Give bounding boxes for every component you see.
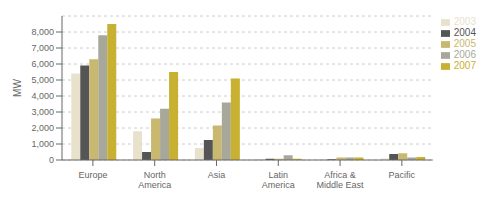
html-text:2005: 2005 [453, 38, 476, 49]
svg-text:8,000: 8,000 [31, 27, 54, 37]
html-text:2004: 2004 [453, 27, 476, 38]
svg-text:4,000: 4,000 [31, 91, 54, 101]
html-text:2003: 2003 [453, 16, 476, 27]
svg-text:5,000: 5,000 [31, 75, 54, 85]
svg-text:Pacific: Pacific [389, 170, 416, 180]
svg-text:1,000: 1,000 [31, 139, 54, 149]
svg-text:7,000: 7,000 [31, 43, 54, 53]
svg-text:NorthAmerica: NorthAmerica [138, 170, 171, 190]
svg-text:Africa &Middle East: Africa &Middle East [317, 170, 365, 190]
svg-text:LatinAmerica: LatinAmerica [262, 170, 295, 190]
html-text:2007: 2007 [453, 60, 476, 71]
svg-text:Europe: Europe [78, 170, 107, 180]
svg-text:3,000: 3,000 [31, 107, 54, 117]
svg-text:Asia: Asia [208, 170, 226, 180]
html-text:2006: 2006 [453, 49, 476, 60]
svg-text:6,000: 6,000 [31, 59, 54, 69]
svg-text:MW: MW [12, 79, 23, 97]
svg-text:2,000: 2,000 [31, 123, 54, 133]
svg-text:0: 0 [49, 155, 54, 165]
